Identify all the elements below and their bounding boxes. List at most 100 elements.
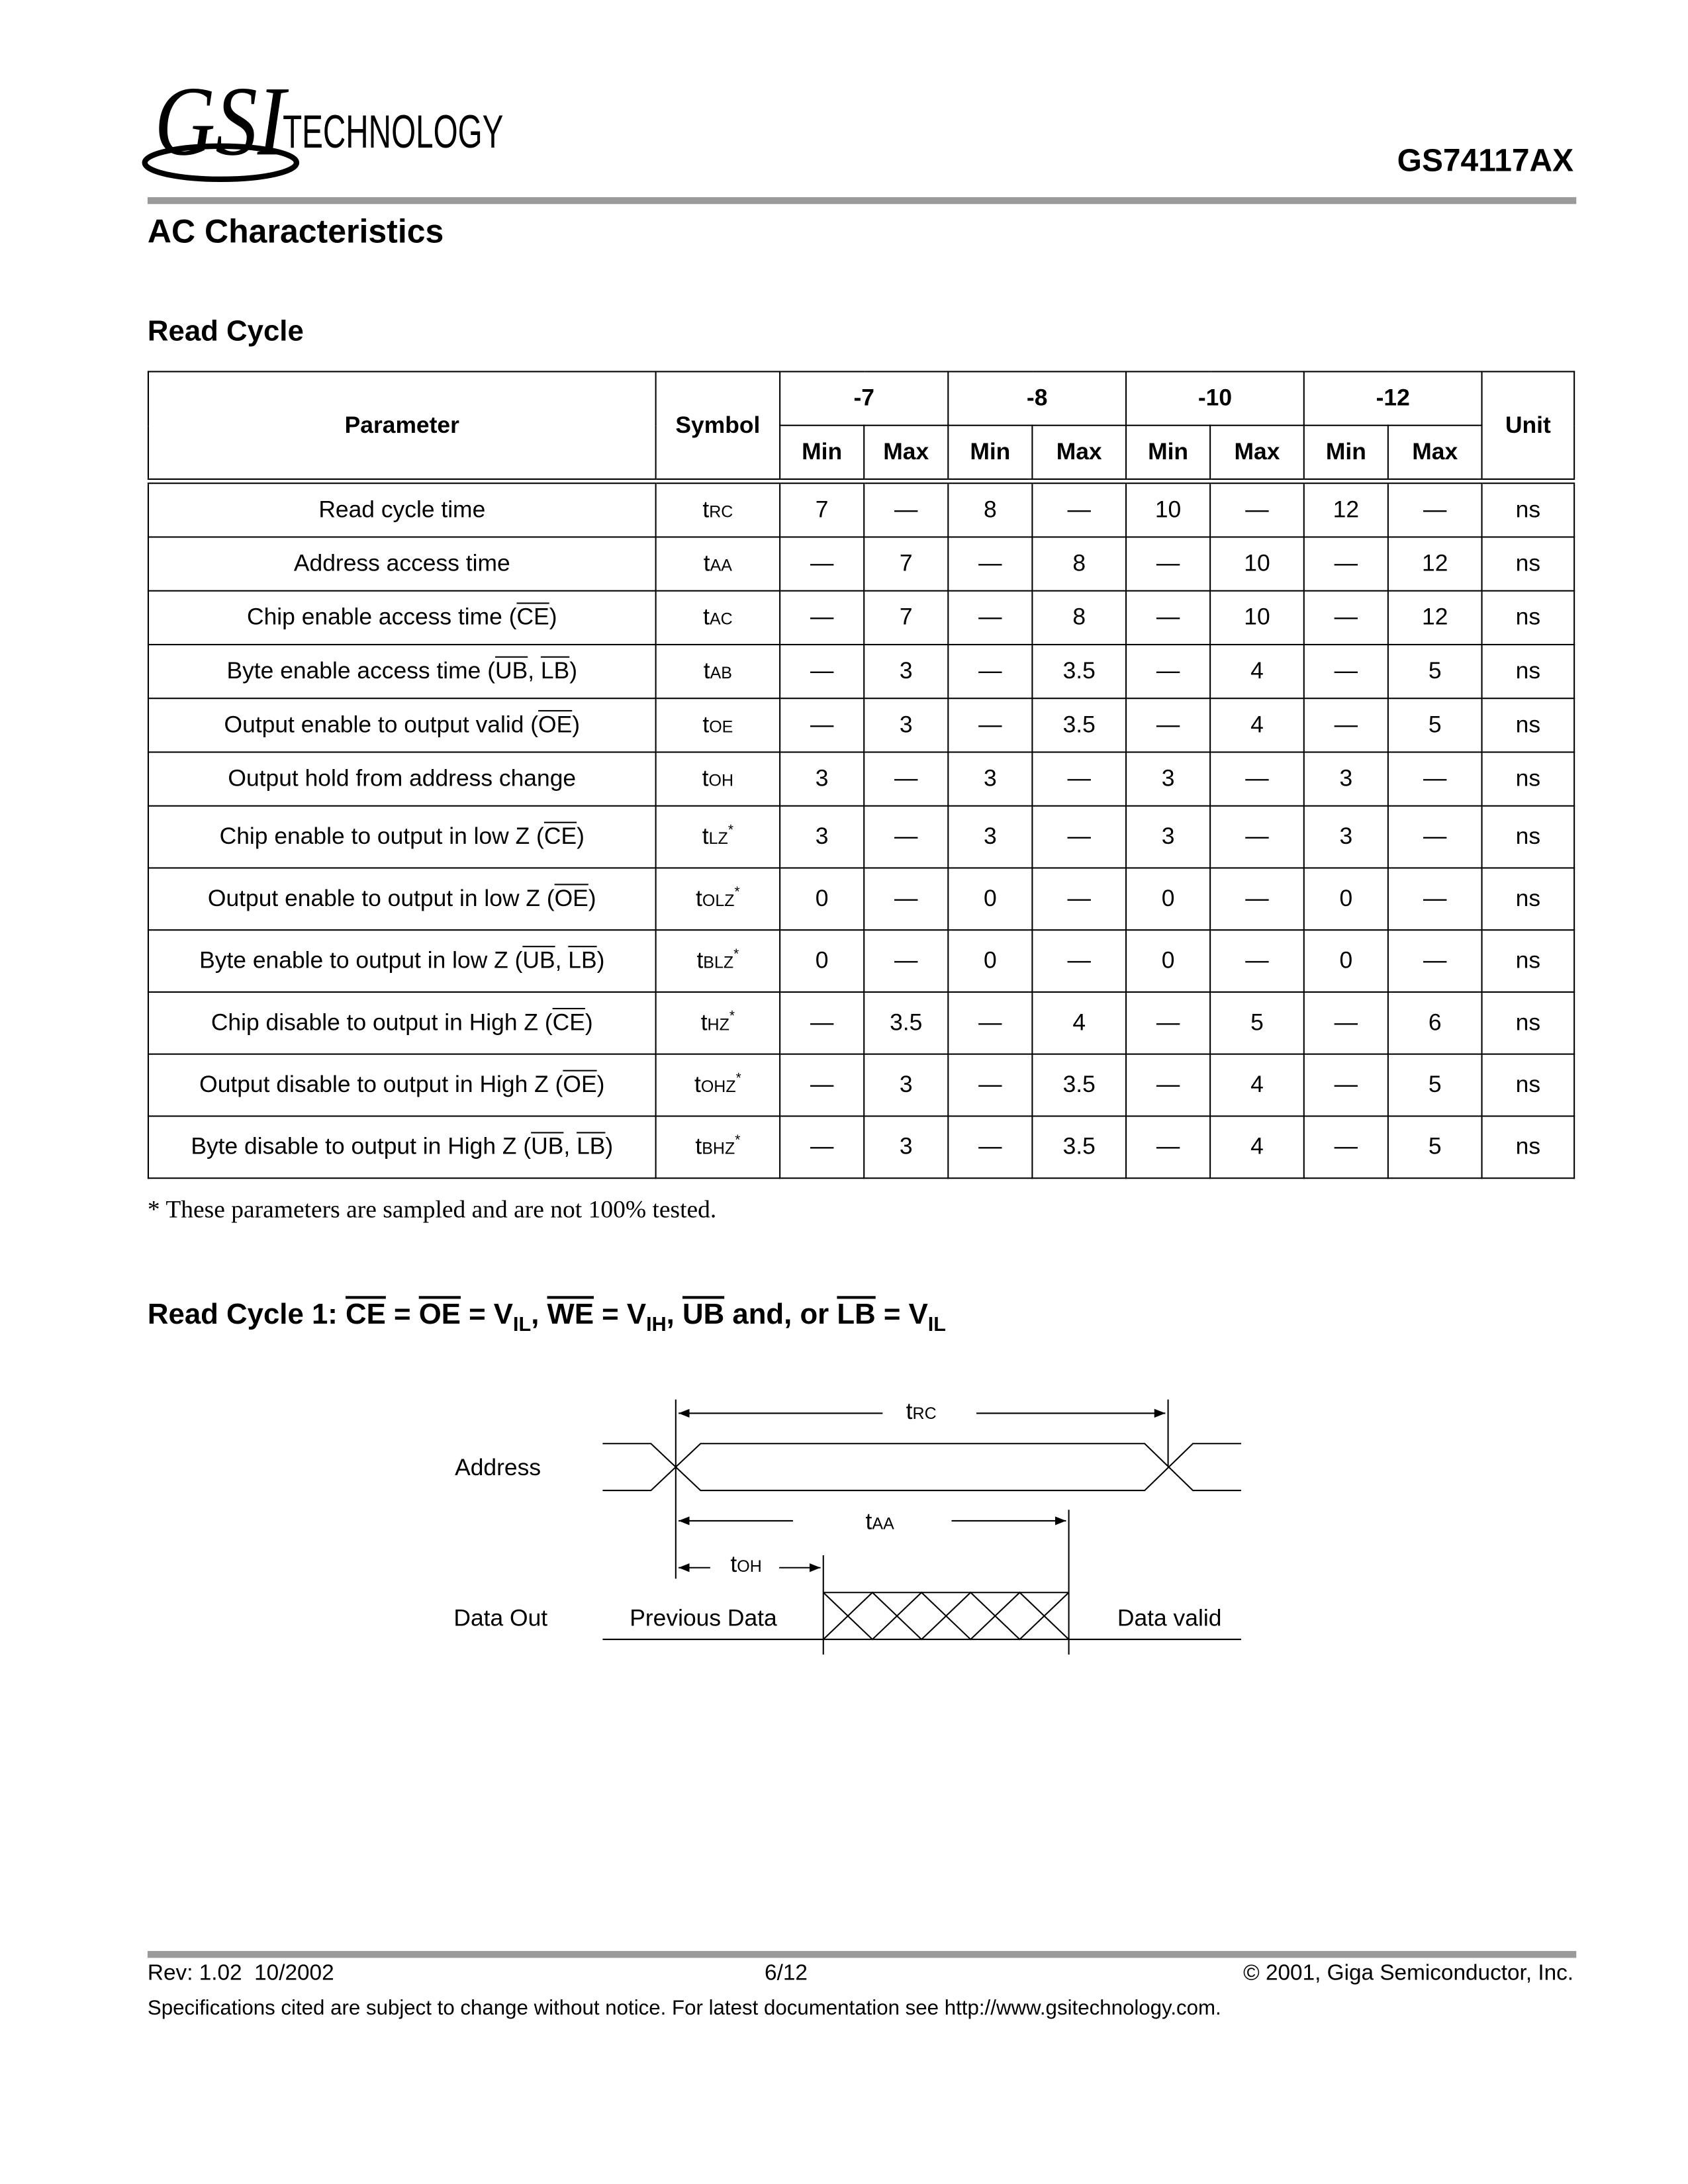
unit-cell: ns: [1481, 478, 1575, 538]
value-cell: —: [1209, 867, 1305, 931]
text-run: OE: [563, 1071, 597, 1098]
header-row: Min Max Min Max Min Max Min Max: [148, 424, 1574, 482]
value-cell: —: [863, 929, 949, 993]
header-cell: -10: [1125, 371, 1305, 426]
header-cell: Min: [1125, 424, 1211, 482]
value-cell: 3: [863, 643, 949, 700]
unit-cell: ns: [1481, 867, 1575, 931]
symbol-t: t: [694, 1071, 701, 1098]
value-cell: 0: [779, 929, 865, 993]
header-cell: -12: [1303, 371, 1483, 426]
text-run: ,: [528, 657, 541, 684]
value-cell: —: [947, 698, 1033, 753]
revision: Rev: 1.02 10/2002: [147, 1962, 334, 1985]
value-cell: —: [1125, 590, 1211, 645]
value-cell: —: [1031, 751, 1127, 807]
symbol-note: *: [735, 1133, 741, 1149]
text-run: Address access time: [293, 550, 510, 576]
value-cell: 10: [1209, 590, 1305, 645]
text-run: LB: [577, 1133, 606, 1160]
header-cell: Min: [779, 424, 865, 482]
text-run: ): [596, 1071, 605, 1098]
value-cell: 0: [1303, 929, 1389, 993]
value-cell: —: [1125, 698, 1211, 753]
text-run: UB: [522, 947, 555, 974]
value-cell: 5: [1387, 1053, 1483, 1117]
table-row: Output hold from address change tOH 3—3—3—…: [147, 751, 1575, 807]
value-cell: —: [1303, 1053, 1389, 1117]
value-cell: —: [1387, 751, 1483, 807]
parameter-cell: Chip disable to output in High Z (CE): [147, 991, 657, 1055]
text-run: Read cycle time: [318, 496, 486, 523]
symbol-t: t: [906, 1398, 913, 1425]
table-row: Read cycle time tRC 7—8—10—12— ns: [147, 478, 1575, 538]
header-row: Parameter Symbol -7 -8 -10 -12 Unit: [147, 371, 1575, 482]
value-cell: —: [779, 698, 865, 753]
value-cell: 3: [1303, 751, 1389, 807]
unit-cell: ns: [1481, 1115, 1575, 1179]
symbol-cell: tOHZ*: [655, 1053, 781, 1117]
symbol-t: t: [702, 765, 709, 792]
value-cell: 3: [863, 1053, 949, 1117]
text-run: Byte enable to output in low Z (: [199, 947, 523, 974]
value-cell: —: [1125, 536, 1211, 592]
symbol-sub: LZ: [708, 829, 728, 848]
value-cell: 6: [1387, 991, 1483, 1055]
symbol-t: t: [696, 885, 702, 912]
value-cell: —: [947, 643, 1033, 700]
hatch: [823, 1591, 1070, 1641]
value-cell: 3: [1303, 805, 1389, 869]
value-cell: 0: [779, 867, 865, 931]
value-cell: —: [779, 536, 865, 592]
parameter-cell: Address access time: [147, 536, 657, 592]
text-run: ,: [531, 1298, 547, 1331]
section-title: AC Characteristics: [147, 213, 444, 251]
table-row: Byte disable to output in High Z (UB, LB…: [147, 1115, 1575, 1179]
symbol-note: *: [729, 1009, 735, 1024]
unit-cell: ns: [1481, 929, 1575, 993]
symbol-sub: AC: [709, 609, 733, 629]
symbol-cell: tAC: [655, 590, 781, 645]
parameter-cell: Byte enable access time (UB, LB): [147, 643, 657, 700]
table-row: Byte enable access time (UB, LB) tAB —3—3.…: [147, 643, 1575, 700]
header-cell: Max: [1031, 424, 1127, 482]
value-cell: 3.5: [1031, 698, 1127, 753]
header-cell: Max: [1387, 424, 1483, 482]
value-cell: 10: [1209, 536, 1305, 592]
ac-table: Parameter Symbol -7 -8 -10 -12 Unit Min Max Min Ma…: [147, 371, 1575, 1179]
text-run: UB: [495, 657, 528, 684]
value-cell: —: [1125, 1053, 1211, 1117]
text-run: = V: [594, 1298, 647, 1331]
text-run: Byte disable to output in High Z (: [191, 1133, 532, 1160]
value-cell: 3: [1125, 751, 1211, 807]
value-cell: —: [947, 1053, 1033, 1117]
symbol-sub: AB: [710, 663, 732, 683]
timing-label: tRC: [906, 1398, 937, 1426]
text-run: OE: [538, 711, 573, 738]
symbol-cell: tRC: [655, 478, 781, 538]
text-run: LB: [540, 657, 570, 684]
value-cell: 3: [863, 698, 949, 753]
text-run: CE: [516, 604, 549, 631]
header-rule: [147, 197, 1577, 205]
value-cell: 0: [1303, 867, 1389, 931]
header-cell: Max: [1209, 424, 1305, 482]
parameter-cell: Byte disable to output in High Z (UB, LB…: [147, 1115, 657, 1179]
symbol-sub: OE: [709, 717, 733, 737]
logo: GSI TECHNOLOGY: [142, 66, 503, 182]
text-run: IL: [513, 1314, 532, 1337]
value-cell: 5: [1387, 698, 1483, 753]
symbol-t: t: [700, 1009, 708, 1036]
text-run: OE: [554, 885, 588, 912]
value-cell: —: [863, 478, 949, 538]
value-cell: —: [1209, 751, 1305, 807]
value-cell: 12: [1303, 478, 1389, 538]
symbol-t: t: [703, 550, 710, 576]
value-cell: 5: [1387, 1115, 1483, 1179]
table-row: Output enable to output valid (OE) tOE —3—…: [147, 698, 1575, 753]
symbol-t: t: [702, 496, 710, 523]
value-cell: 10: [1125, 478, 1211, 538]
table-head: Parameter Symbol -7 -8 -10 -12 Unit Min Max Min Ma…: [147, 371, 1575, 482]
